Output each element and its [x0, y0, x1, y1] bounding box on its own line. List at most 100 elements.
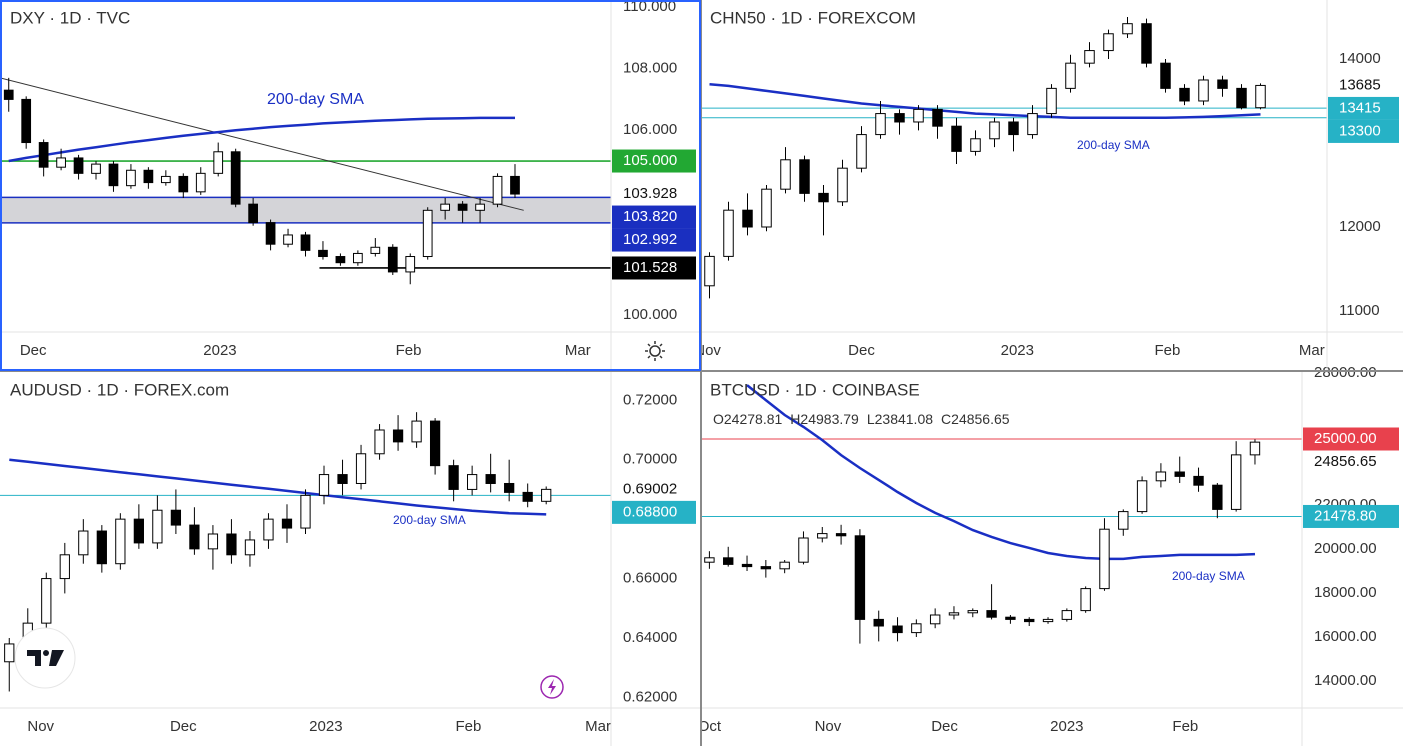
sma-line — [709, 82, 1261, 120]
candle-body — [56, 157, 66, 168]
chart-title: BTCUSD · 1D · COINBASE — [710, 380, 920, 399]
price-axis: 14000.0016000.0018000.0020000.0022000.00… — [1303, 364, 1399, 689]
candle-body — [817, 533, 828, 539]
candle-body — [207, 533, 219, 550]
settings-icon[interactable] — [645, 341, 665, 361]
candle-body — [492, 175, 503, 205]
alert-icon[interactable] — [540, 675, 564, 699]
candle-body — [1080, 588, 1091, 612]
price-axis: 0.62000 0.64000 0.66000 0.70000 0.72000 0.690… — [612, 391, 696, 705]
candle-body — [1084, 50, 1095, 64]
last-price-label: 13685 — [1339, 76, 1381, 93]
sma-line — [746, 384, 1256, 561]
candle-body — [723, 557, 734, 565]
candle-body — [1118, 511, 1129, 530]
candle-body — [41, 578, 52, 624]
candle-body — [780, 159, 791, 190]
candle-body — [160, 175, 171, 184]
candle-body — [913, 108, 924, 123]
ohlc-legend-key: O — [713, 411, 724, 427]
y-tick-label: 0.66000 — [623, 570, 677, 587]
price-badge-label: 13415 — [1339, 99, 1381, 116]
candle-body — [170, 509, 182, 526]
candle-body — [798, 537, 809, 563]
candle-body — [760, 566, 772, 570]
candle-body — [1249, 441, 1261, 456]
price-badge-label: 102.992 — [623, 231, 677, 248]
candle-body — [1160, 62, 1171, 89]
candle-body — [115, 518, 126, 565]
candle-body — [335, 256, 346, 264]
x-tick-label: Mar — [585, 718, 611, 735]
candle-body — [818, 192, 829, 203]
x-tick-label: Dec — [848, 342, 875, 359]
x-tick-label: Nov — [27, 718, 54, 735]
ohlc-legend-value: 24278.81 — [724, 411, 783, 427]
price-badge-label: 25000.00 — [1314, 430, 1377, 447]
candle-body — [387, 246, 398, 273]
alert-icon-bolt — [548, 679, 556, 695]
logo-mark — [27, 650, 41, 666]
price-badge — [612, 149, 696, 173]
candle-body — [1008, 121, 1019, 136]
x-tick-label: Nov — [694, 342, 721, 359]
candle-body — [374, 429, 385, 455]
candle-body — [244, 539, 256, 556]
x-axis: Nov Dec 2023 Feb Mar — [27, 718, 611, 735]
candle-body — [510, 175, 520, 195]
candle-body — [248, 203, 258, 224]
candle-body — [467, 474, 478, 490]
candle-body — [448, 465, 459, 490]
ohlc-legend-value: 24856.65 — [951, 411, 1010, 427]
candle-body — [704, 557, 715, 563]
active-panel-border — [0, 0, 701, 371]
candle-body — [951, 125, 962, 152]
price-badge-label: 13300 — [1339, 122, 1381, 139]
candle-body — [1042, 618, 1054, 623]
candle-body — [21, 98, 32, 144]
candle-body — [1198, 79, 1209, 102]
y-tick-label: 0.64000 — [623, 629, 677, 646]
y-tick-label: 14000.00 — [1314, 672, 1377, 689]
candle-body — [422, 209, 433, 258]
candle-body — [189, 524, 200, 550]
candle-body — [929, 614, 941, 625]
candle-body — [1122, 23, 1133, 35]
candle-body — [1217, 79, 1228, 89]
price-zone — [0, 197, 611, 223]
candle-body — [230, 151, 241, 205]
logo-mark — [43, 650, 49, 656]
candle-body — [970, 138, 981, 152]
candle-body — [522, 491, 533, 502]
candle-body — [178, 175, 189, 193]
x-tick-label: Feb — [1154, 342, 1180, 359]
price-axis: 100.000 106.000 108.000 110.000 105.000 103.9… — [612, 0, 696, 323]
sma-label: 200-day SMA — [1172, 569, 1245, 583]
x-tick-label: Nov — [815, 718, 842, 735]
candle-body — [948, 612, 960, 616]
tradingview-logo[interactable] — [14, 627, 76, 689]
candle-body — [1103, 33, 1114, 52]
candle-body — [475, 203, 485, 211]
candle-body — [152, 509, 163, 544]
y-tick-label: 100.000 — [623, 306, 677, 323]
last-price-bg — [1303, 450, 1399, 473]
ohlc-legend-key: L — [867, 411, 875, 427]
candle-body — [337, 474, 348, 484]
candle-body — [38, 142, 49, 168]
candle-body — [1046, 87, 1057, 115]
candle-body — [1065, 62, 1076, 89]
ohlc-legend: O24278.81 H24983.79 L23841.08 C24856.65 — [713, 411, 1010, 427]
candle-body — [281, 518, 293, 529]
candle-body — [1099, 528, 1110, 590]
price-badge-label: 103.820 — [623, 208, 677, 225]
candle-body — [440, 203, 451, 211]
y-tick-label: 18000.00 — [1314, 584, 1377, 601]
x-tick-label: Mar — [565, 342, 591, 359]
candle-body — [541, 488, 552, 502]
candle-body — [873, 618, 884, 627]
x-tick-label: 2023 — [309, 718, 342, 735]
y-tick-label: 28000.00 — [1314, 364, 1377, 381]
